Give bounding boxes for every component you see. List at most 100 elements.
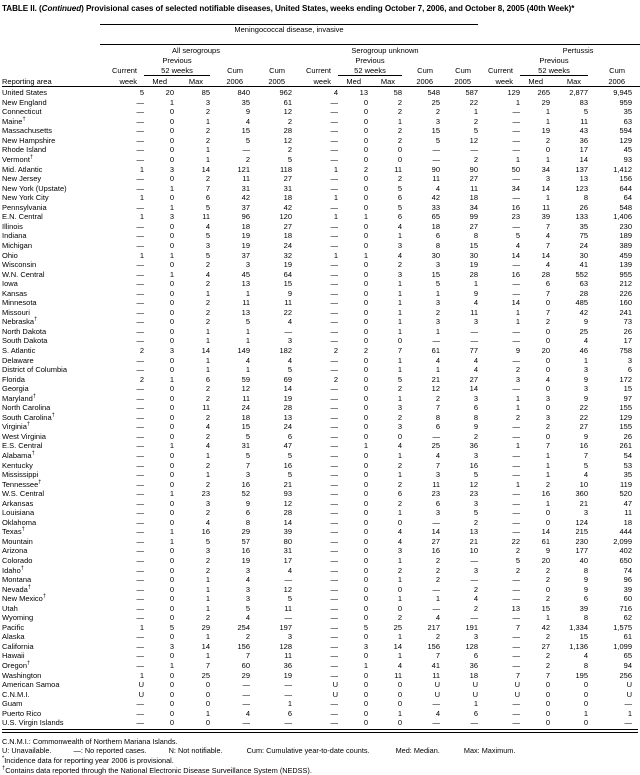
dagger-marker: † bbox=[42, 593, 46, 600]
cell-value: — bbox=[330, 603, 339, 613]
cell-value: U bbox=[626, 680, 632, 690]
cell-value: 4 bbox=[287, 317, 292, 327]
cell-value: 16 bbox=[579, 441, 588, 451]
cell-value: 14 bbox=[283, 517, 292, 527]
cell-value: 1 bbox=[169, 250, 174, 260]
cell-value: 1 bbox=[515, 441, 520, 451]
table-row: S. Atlantic 2 3 14 149 182 2 2 7 61 77 9 20 46 7581,13… bbox=[2, 346, 640, 356]
cell-value: 8 bbox=[435, 412, 440, 422]
header-year2005-1: 2005 bbox=[268, 76, 285, 86]
cell-value: 11 bbox=[624, 508, 632, 518]
cell-value: 6 bbox=[205, 374, 210, 384]
table-row: Delaware — 0 1 4 4 — 0 1 4 4 — 0 1 315 bbox=[2, 356, 640, 366]
cell-value: 0 bbox=[169, 145, 174, 155]
cell-value: 0 bbox=[397, 336, 402, 346]
cell-value: 1 bbox=[205, 355, 210, 365]
cell-value: 0 bbox=[169, 279, 174, 289]
header-week-3: week bbox=[495, 76, 513, 86]
cell-value: 16 bbox=[241, 546, 250, 556]
footnote-star-symbol: * bbox=[2, 755, 5, 762]
cell-value: — bbox=[136, 450, 145, 460]
cell-value: 644 bbox=[619, 183, 632, 193]
cell-value: 3 bbox=[473, 498, 478, 508]
cell-value: 1 bbox=[545, 193, 550, 203]
dagger-marker: † bbox=[34, 316, 38, 323]
cell-value: 124 bbox=[575, 517, 588, 527]
cell-value: 1 bbox=[169, 202, 174, 212]
cell-value: 13 bbox=[359, 88, 368, 98]
cell-value: 3 bbox=[169, 212, 174, 222]
cell-value: 16 bbox=[241, 479, 250, 489]
cell-value: 0 bbox=[169, 508, 174, 518]
cell-value: 5 bbox=[632, 709, 640, 719]
cell-value: — bbox=[242, 699, 251, 709]
cell-value: 1,359 bbox=[632, 642, 640, 652]
cell-value: 1 bbox=[583, 708, 588, 718]
cell-value: 26 bbox=[623, 431, 632, 441]
cell-value: 0 bbox=[169, 431, 174, 441]
cell-value: 1 bbox=[545, 470, 550, 480]
cell-value: — bbox=[136, 699, 145, 709]
cell-value: 27 bbox=[541, 641, 550, 651]
row-area-label: Virginia† bbox=[2, 421, 31, 432]
row-area-label: American Samoa bbox=[2, 680, 60, 690]
cell-value: — bbox=[136, 326, 145, 336]
footnotes: C.N.M.I.: Commonwealth of Northern Maria… bbox=[2, 735, 638, 775]
cell-value: 402 bbox=[632, 184, 640, 194]
cell-value: — bbox=[432, 155, 441, 165]
row-area-label: New England bbox=[2, 97, 47, 107]
cell-value: 959 bbox=[619, 97, 632, 107]
cell-value: — bbox=[136, 298, 145, 308]
header-current-1: Current bbox=[111, 66, 137, 76]
cell-value: 594 bbox=[619, 126, 632, 136]
cell-value: 716 bbox=[619, 603, 632, 613]
cell-value: 63 bbox=[623, 116, 632, 126]
cell-value: — bbox=[136, 498, 145, 508]
cell-value: 160 bbox=[619, 298, 632, 308]
dagger-marker: † bbox=[31, 450, 35, 457]
cell-value: 155 bbox=[619, 422, 632, 432]
cell-value: — bbox=[330, 240, 339, 250]
cell-value: — bbox=[330, 135, 339, 145]
cell-value: 0 bbox=[363, 632, 368, 642]
table-row: U.S. Virgin Islands—00———00———00—— bbox=[2, 718, 640, 728]
cell-value: 598 bbox=[632, 661, 640, 671]
cell-value: — bbox=[330, 393, 339, 403]
cell-value: 57 bbox=[241, 536, 250, 546]
cell-value: 0 bbox=[363, 279, 368, 289]
legend-no-reported-cases: —: No reported cases. bbox=[73, 746, 147, 756]
header-row-previous: Previous Previous Previous bbox=[2, 55, 640, 65]
cell-value: 7 bbox=[545, 221, 550, 231]
cell-value: 7 bbox=[583, 450, 588, 460]
cell-value: — bbox=[512, 279, 521, 289]
cell-value: 1 bbox=[515, 155, 520, 165]
cell-value: 0 bbox=[363, 718, 368, 728]
cell-value: 2 bbox=[397, 174, 402, 184]
cell-value: 3 bbox=[245, 565, 250, 575]
cell-value: 1 bbox=[139, 193, 144, 203]
cell-value: 14 bbox=[511, 250, 520, 260]
cell-value: 0 bbox=[363, 651, 368, 661]
cell-value: — bbox=[512, 632, 521, 642]
cell-value: 0 bbox=[169, 450, 174, 460]
cell-value: 1 bbox=[397, 326, 402, 336]
cell-value: 1 bbox=[333, 193, 338, 203]
cell-value: 0 bbox=[363, 403, 368, 413]
cell-value: 5 bbox=[397, 183, 402, 193]
title-suffix: ) Provisional cases of selected notifiab… bbox=[81, 4, 575, 13]
cell-value: 1 bbox=[205, 116, 210, 126]
cell-value: 11 bbox=[432, 479, 440, 489]
cell-value: 5 bbox=[473, 126, 478, 136]
cell-value: 3 bbox=[205, 240, 210, 250]
cell-value: 30 bbox=[431, 250, 440, 260]
table-row: Hawaii — 0 1 7 11 — 0 1 7 6 — 2 4 65142 bbox=[2, 651, 640, 661]
cell-value: — bbox=[330, 508, 339, 518]
cell-value: 2 bbox=[435, 575, 440, 585]
cell-value: 1 bbox=[245, 336, 250, 346]
cell-value: 4 bbox=[473, 594, 478, 604]
cell-value: 1 bbox=[397, 355, 402, 365]
cell-value: 9 bbox=[583, 393, 588, 403]
table-row: E.N. Central 1 3 11 96 120 1 1 6 65 99 23 39 133 1,406… bbox=[2, 212, 640, 222]
